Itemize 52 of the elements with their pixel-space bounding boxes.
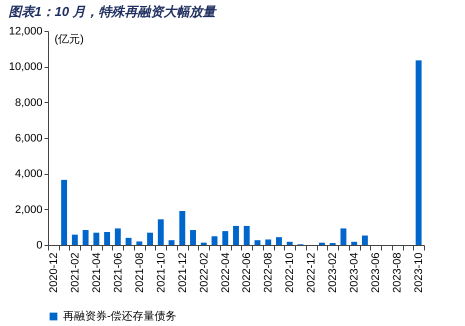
bar (158, 219, 164, 245)
bar (104, 232, 110, 245)
x-tick-label: 2022-10 (284, 252, 296, 293)
x-tick-label: 2021-06 (112, 252, 124, 293)
y-axis-title: (亿元) (54, 34, 84, 46)
bar (72, 234, 78, 245)
x-tick-label: 2020-12 (48, 252, 60, 293)
bar (93, 232, 100, 245)
bar (126, 238, 132, 245)
x-tick-label: 2021-04 (90, 252, 103, 293)
bar (114, 228, 121, 245)
x-tick-label: 2023-08 (392, 252, 404, 293)
bar (212, 236, 218, 245)
x-tick-label: 2022-06 (241, 252, 254, 293)
x-tick-label: 2023-06 (370, 252, 382, 293)
chart-title: 图表1：10 月，特殊再融资大幅放量 (8, 4, 218, 19)
x-tick-label: 2023-04 (348, 252, 361, 293)
bar (147, 232, 154, 245)
y-tick-label: 12,000 (8, 26, 42, 38)
bar (254, 240, 260, 245)
x-tick-label: 2022-08 (262, 252, 275, 293)
x-tick-label: 2022-12 (306, 252, 318, 293)
bar (276, 237, 282, 245)
y-tick-label: 4,000 (14, 168, 42, 180)
bar (61, 180, 68, 245)
bar (82, 230, 89, 245)
y-tick-label: 8,000 (14, 96, 42, 109)
x-tick-label: 2023-10 (413, 252, 426, 293)
y-tick-label: 0 (36, 240, 42, 252)
x-tick-label: 2021-10 (155, 252, 168, 293)
y-tick-label: 6,000 (14, 132, 42, 144)
bar (179, 210, 186, 245)
bar (351, 242, 358, 245)
x-tick-label: 2022-04 (220, 252, 232, 293)
bar (340, 228, 346, 245)
bar (136, 241, 142, 245)
bar (265, 239, 272, 245)
bar (190, 230, 196, 245)
bar (244, 226, 250, 245)
y-tick-label: 2,000 (14, 204, 42, 216)
x-tick-label: 2022-02 (198, 252, 210, 293)
x-tick-label: 2021-12 (176, 252, 189, 293)
bar (362, 236, 368, 245)
y-tick-label: 10,000 (8, 61, 42, 74)
x-tick-label: 2021-02 (69, 252, 82, 293)
bar (222, 231, 228, 245)
x-tick-label: 2023-02 (327, 252, 340, 293)
bar (233, 226, 239, 245)
bar (168, 240, 174, 245)
legend-label: 再融资券-偿还存量债务 (63, 310, 177, 322)
bar (416, 60, 422, 245)
x-tick-label: 2021-08 (134, 252, 146, 293)
